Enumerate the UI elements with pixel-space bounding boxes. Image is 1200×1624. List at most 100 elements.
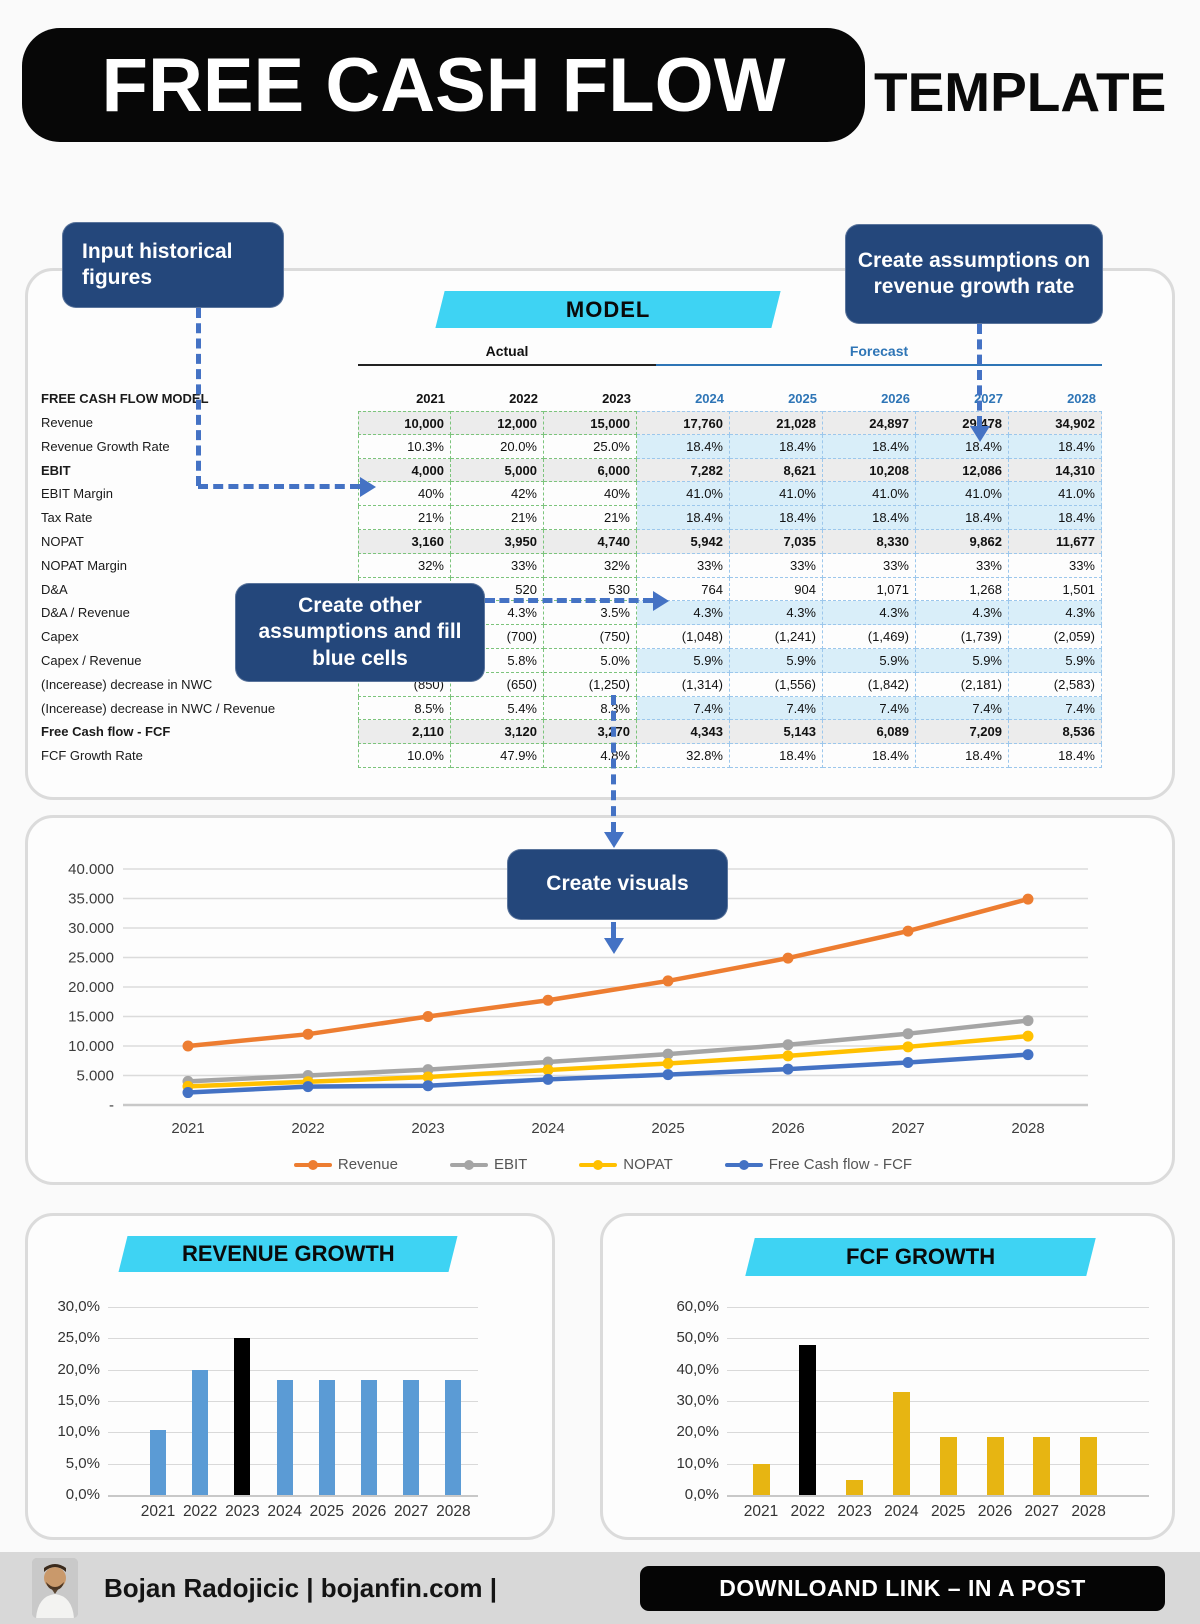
legend-label: EBIT bbox=[493, 1156, 528, 1173]
table-cell: 4,000 bbox=[358, 458, 451, 483]
table-cell: (1,241) bbox=[730, 625, 823, 649]
x-tick-label: 2026 bbox=[351, 1503, 387, 1520]
table-cell: 47.9% bbox=[451, 744, 544, 768]
table-cell: 10.3% bbox=[358, 434, 451, 459]
x-tick-label: 2021 bbox=[140, 1503, 176, 1520]
table-cell: 32% bbox=[358, 553, 451, 578]
grid-line bbox=[108, 1495, 478, 1497]
table-cell: 4,343 bbox=[637, 720, 730, 745]
table-cell: 41.0% bbox=[823, 482, 916, 507]
legend-label: NOPAT bbox=[623, 1156, 673, 1173]
x-tick-label: 2025 bbox=[651, 1120, 684, 1137]
table-cell: 18.4% bbox=[730, 744, 823, 768]
table-cell: 15,000 bbox=[544, 411, 637, 435]
table-cell: 5.9% bbox=[1009, 649, 1102, 673]
year-header: 2023 bbox=[602, 391, 631, 406]
download-link-button[interactable]: DOWNLOAND LINK – IN A POST bbox=[640, 1566, 1165, 1611]
table-cell: 41.0% bbox=[730, 482, 823, 507]
table-cell: 5,000 bbox=[451, 458, 544, 483]
bar bbox=[445, 1379, 462, 1495]
grid-line bbox=[727, 1401, 1149, 1402]
table-cell: 1,071 bbox=[823, 577, 916, 602]
arrow-visuals-head-top-icon bbox=[604, 832, 624, 848]
arrow-visuals-vertical-top bbox=[611, 695, 616, 832]
y-tick-label: 30.000 bbox=[68, 920, 114, 937]
table-cell: 5.9% bbox=[823, 649, 916, 673]
table-cell: 3,270 bbox=[544, 720, 637, 745]
table-cell: 21% bbox=[358, 506, 451, 530]
x-tick-label: 2022 bbox=[291, 1120, 324, 1137]
y-tick-label: 15,0% bbox=[57, 1392, 100, 1409]
table-cell: 8.5% bbox=[358, 696, 451, 721]
series-line bbox=[187, 1033, 1029, 1089]
revenue-growth-banner: REVENUE GROWTH bbox=[118, 1236, 458, 1272]
year-header: 2025 bbox=[788, 391, 817, 406]
x-tick-label: 2027 bbox=[1024, 1503, 1060, 1520]
table-cell: (1,469) bbox=[823, 625, 916, 649]
table-cell: 5.9% bbox=[730, 649, 823, 673]
table-cell: 8.3% bbox=[544, 696, 637, 721]
table-cell: 5.9% bbox=[916, 649, 1009, 673]
table-cell: (2,059) bbox=[1009, 625, 1102, 649]
table-row: NOPAT 3,160 3,950 4,740 5,942 7,035 8,330 9,862… bbox=[41, 530, 1102, 554]
table-cell: 7.4% bbox=[916, 696, 1009, 721]
series-marker bbox=[1022, 1049, 1034, 1061]
bar bbox=[361, 1379, 377, 1495]
table-cell: 7,282 bbox=[637, 458, 730, 483]
y-tick-label: 60,0% bbox=[676, 1298, 719, 1315]
table-header-row: FREE CASH FLOW MODEL 2021 2022 2023 2024 2025… bbox=[41, 387, 1102, 411]
table-row: D&A / Revenue 4.3% 3.5% 4.3% 4.3% 4.3% 4.3% 4.3… bbox=[41, 601, 1102, 626]
series-marker bbox=[182, 1040, 194, 1052]
table-cell: 33% bbox=[1009, 553, 1102, 578]
revenue-growth-title: REVENUE GROWTH bbox=[181, 1241, 395, 1266]
arrow-visuals-vertical-bottom bbox=[611, 922, 616, 938]
y-tick-label: 20.000 bbox=[68, 979, 114, 996]
grid-line bbox=[727, 1338, 1149, 1340]
x-tick-label: 2026 bbox=[977, 1503, 1013, 1520]
y-tick-label: 5.000 bbox=[76, 1068, 114, 1085]
callout-create-assumptions: Create assumptions on revenue growth rat… bbox=[845, 224, 1103, 324]
series-marker bbox=[902, 1041, 914, 1053]
model-banner: MODEL bbox=[435, 291, 781, 328]
series-marker bbox=[542, 1064, 554, 1076]
table-row: Capex / Revenue 5.8% 5.0% 5.9% 5.9% 5.9% 5.9% 5… bbox=[41, 649, 1102, 673]
bar bbox=[939, 1437, 957, 1495]
table-cell: 41.0% bbox=[916, 482, 1009, 507]
title-box: FREE CASH FLOW bbox=[22, 28, 865, 142]
legend-marker-icon bbox=[463, 1159, 474, 1170]
table-cell: 904 bbox=[730, 577, 823, 602]
x-tick-label: 2027 bbox=[891, 1120, 924, 1137]
table-cell: 3,950 bbox=[451, 530, 544, 554]
table-cell: 33% bbox=[823, 553, 916, 578]
y-tick-label: 25,0% bbox=[57, 1329, 100, 1347]
x-tick-label: 2023 bbox=[837, 1503, 872, 1520]
table-cell: 42% bbox=[451, 482, 544, 507]
table-cell: 40% bbox=[358, 482, 451, 507]
table-cell: 10.0% bbox=[358, 744, 451, 768]
year-header: 2026 bbox=[881, 391, 910, 406]
table-cell: 3.5% bbox=[544, 601, 637, 626]
y-tick-label: 10,0% bbox=[57, 1423, 100, 1441]
series-marker bbox=[782, 952, 794, 964]
bar bbox=[1033, 1437, 1051, 1495]
actual-group-header: Actual bbox=[485, 343, 529, 359]
callout-create-assumptions-text: Create assumptions on revenue growth rat… bbox=[857, 248, 1091, 298]
x-tick-label: 2025 bbox=[309, 1503, 345, 1520]
series-marker bbox=[182, 1087, 194, 1099]
row-label: EBIT bbox=[41, 462, 71, 478]
y-tick-label: - bbox=[109, 1097, 114, 1114]
bar bbox=[318, 1379, 335, 1495]
arrow-assumptions-vertical bbox=[977, 324, 982, 426]
table-row: EBIT Margin 40% 42% 40% 41.0% 41.0% 41.0% 41.0%… bbox=[41, 482, 1102, 507]
grid-line bbox=[108, 1338, 478, 1340]
arrow-other-head-icon bbox=[653, 591, 669, 611]
arrow-assumptions-head-icon bbox=[970, 426, 990, 442]
table-cell: 20.0% bbox=[451, 434, 544, 459]
row-label: Capex / Revenue bbox=[41, 653, 142, 668]
x-tick-label: 2028 bbox=[436, 1503, 471, 1520]
y-tick-label: 10,0% bbox=[676, 1454, 719, 1472]
table-cell: 17,760 bbox=[637, 411, 730, 435]
series-marker bbox=[662, 975, 674, 987]
model-table-card: MODEL Actual Forecast FREE CASH FLOW MOD… bbox=[25, 268, 1175, 800]
series-line bbox=[187, 1052, 1029, 1095]
